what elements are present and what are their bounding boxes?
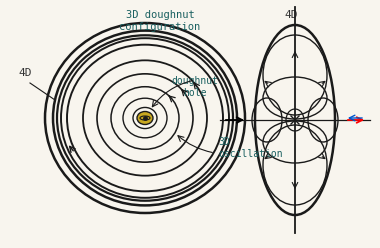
- Text: doughnut
hole: doughnut hole: [171, 76, 218, 98]
- Text: 3D
oscillation: 3D oscillation: [218, 137, 283, 159]
- Text: 4D: 4D: [284, 10, 298, 20]
- Ellipse shape: [137, 112, 153, 124]
- Text: 4D: 4D: [18, 68, 32, 78]
- Text: 3D doughnut
configuration: 3D doughnut configuration: [119, 10, 201, 32]
